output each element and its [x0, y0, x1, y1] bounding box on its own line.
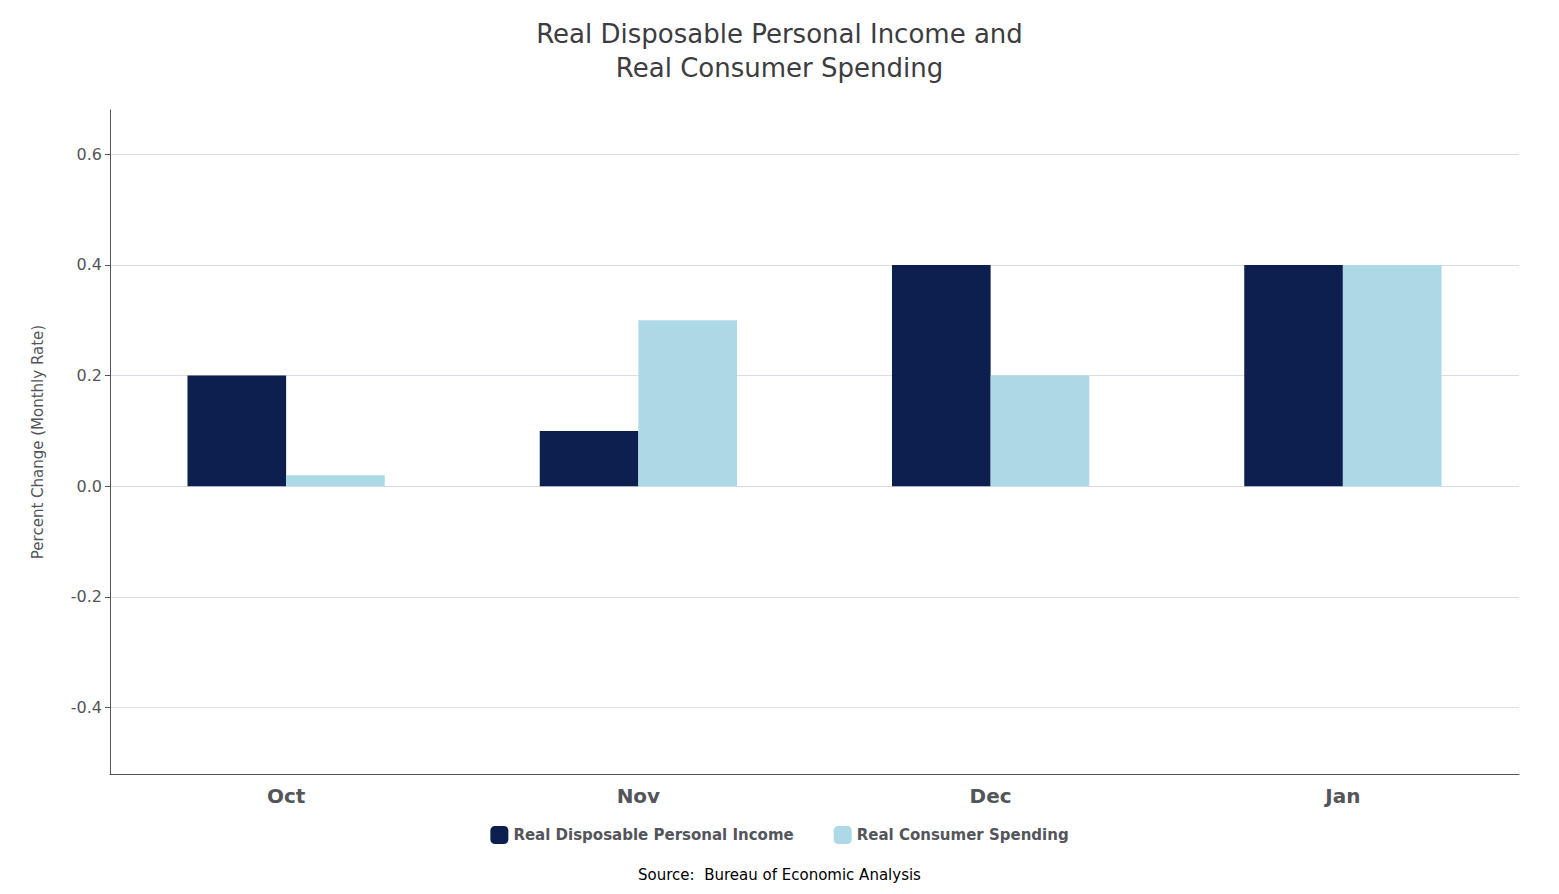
- svg-text:Real Disposable Personal Incom: Real Disposable Personal Income: [513, 826, 793, 844]
- svg-text:Real Consumer Spending: Real Consumer Spending: [616, 53, 943, 83]
- svg-text:Jan: Jan: [1323, 784, 1360, 808]
- svg-text:-0.4: -0.4: [71, 698, 102, 717]
- svg-text:0.6: 0.6: [77, 145, 102, 164]
- svg-text:Real Disposable Personal Incom: Real Disposable Personal Income and: [536, 19, 1023, 49]
- svg-text:Oct: Oct: [267, 784, 306, 808]
- svg-text:Nov: Nov: [617, 784, 661, 808]
- svg-text:Source: Bureau of Economic An: Source: Bureau of Economic Analysis: [638, 866, 921, 884]
- svg-text:0.2: 0.2: [77, 366, 102, 385]
- svg-text:Percent Change (Monthly Rate): Percent Change (Monthly Rate): [29, 325, 47, 559]
- svg-text:Real Consumer Spending: Real Consumer Spending: [857, 826, 1069, 844]
- svg-text:-0.2: -0.2: [71, 587, 102, 606]
- svg-text:Dec: Dec: [970, 784, 1012, 808]
- svg-text:0.0: 0.0: [77, 477, 102, 496]
- svg-text:0.4: 0.4: [77, 255, 102, 274]
